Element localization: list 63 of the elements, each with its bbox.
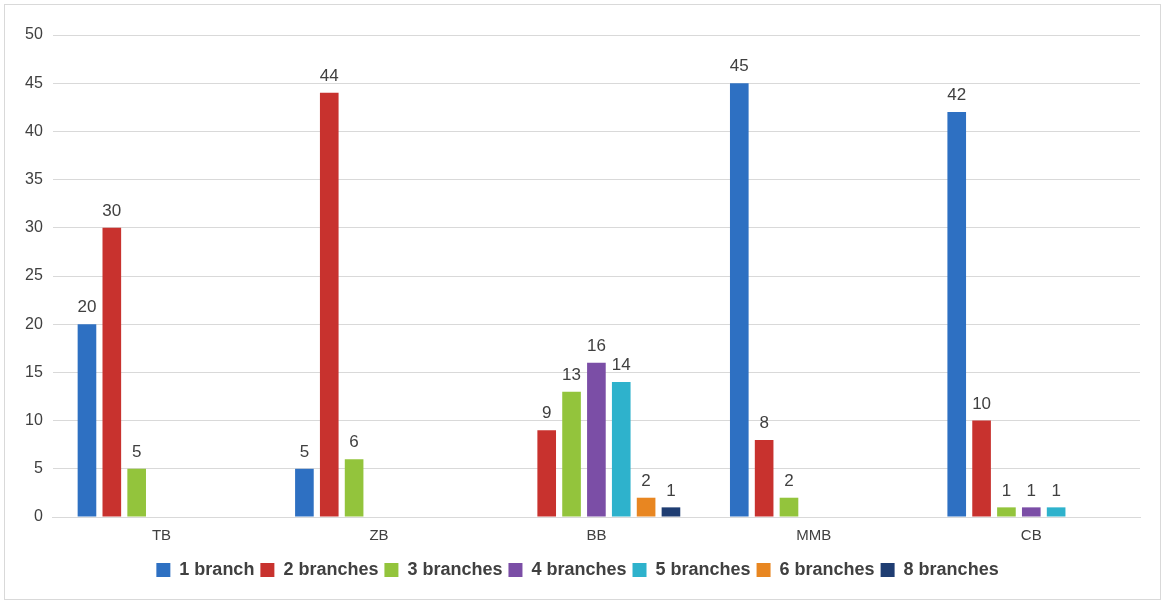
data-label: 1: [1051, 480, 1061, 500]
data-label: 30: [102, 200, 122, 220]
bar: [562, 391, 581, 517]
x-tick-label: MMB: [796, 526, 832, 544]
bar: [636, 497, 656, 517]
bar: [1021, 507, 1041, 517]
y-tick-label: 5: [33, 459, 43, 477]
data-label: 20: [77, 297, 97, 317]
legend-label: 8 branches: [903, 558, 999, 579]
data-label: 5: [131, 441, 142, 461]
bar: [127, 468, 146, 517]
bar: [972, 420, 991, 517]
x-tick-label: BB: [586, 526, 607, 544]
y-tick-label: 40: [25, 121, 43, 139]
y-tick-label: 10: [25, 411, 43, 429]
y-tick-label: 30: [25, 218, 43, 236]
data-label: 6: [349, 432, 359, 452]
bar: [295, 468, 314, 517]
data-label: 13: [562, 364, 582, 384]
bar: [319, 92, 339, 517]
bar: [729, 83, 749, 517]
data-label: 8: [759, 413, 769, 433]
bar: [754, 439, 774, 517]
x-tick-label: ZB: [369, 526, 389, 544]
bar: [537, 430, 557, 517]
bar: [611, 382, 631, 517]
data-label: 42: [947, 85, 967, 105]
legend-label: 2 branches: [283, 558, 379, 579]
bar: [102, 227, 122, 517]
legend-label: 3 branches: [407, 558, 503, 579]
bar: [587, 362, 606, 517]
data-label: 44: [319, 66, 339, 86]
bar: [661, 507, 681, 517]
x-tick-label: CB: [1020, 526, 1042, 544]
y-tick-label: 20: [25, 314, 43, 332]
data-label: 1: [1026, 480, 1037, 500]
y-tick-label: 45: [25, 73, 43, 91]
bar: [77, 324, 97, 517]
data-label: 16: [586, 335, 606, 355]
bar: [947, 112, 967, 517]
data-label: 5: [299, 441, 310, 461]
x-tick-label: TB: [151, 526, 172, 544]
legend-label: 1 branch: [179, 558, 255, 579]
data-label: 45: [729, 56, 749, 76]
legend-label: 4 branches: [531, 558, 627, 579]
bar: [1046, 507, 1066, 517]
y-tick-label: 0: [33, 507, 43, 525]
data-label: 9: [541, 403, 552, 423]
y-tick-label: 50: [25, 25, 43, 43]
y-tick-label: 15: [25, 362, 43, 380]
data-label: 1: [666, 480, 676, 500]
data-label: 2: [641, 470, 651, 490]
data-label: 1: [1001, 480, 1012, 500]
data-label: 2: [784, 470, 794, 490]
legend-label: 6 branches: [779, 558, 875, 579]
bar: [997, 507, 1016, 517]
bar: [779, 497, 799, 517]
y-tick-label: 35: [25, 170, 43, 188]
legend-label: 5 branches: [655, 558, 751, 579]
y-tick-label: 25: [25, 266, 43, 284]
bar: [344, 459, 364, 517]
data-label: 10: [972, 393, 992, 413]
data-label: 14: [611, 355, 631, 375]
